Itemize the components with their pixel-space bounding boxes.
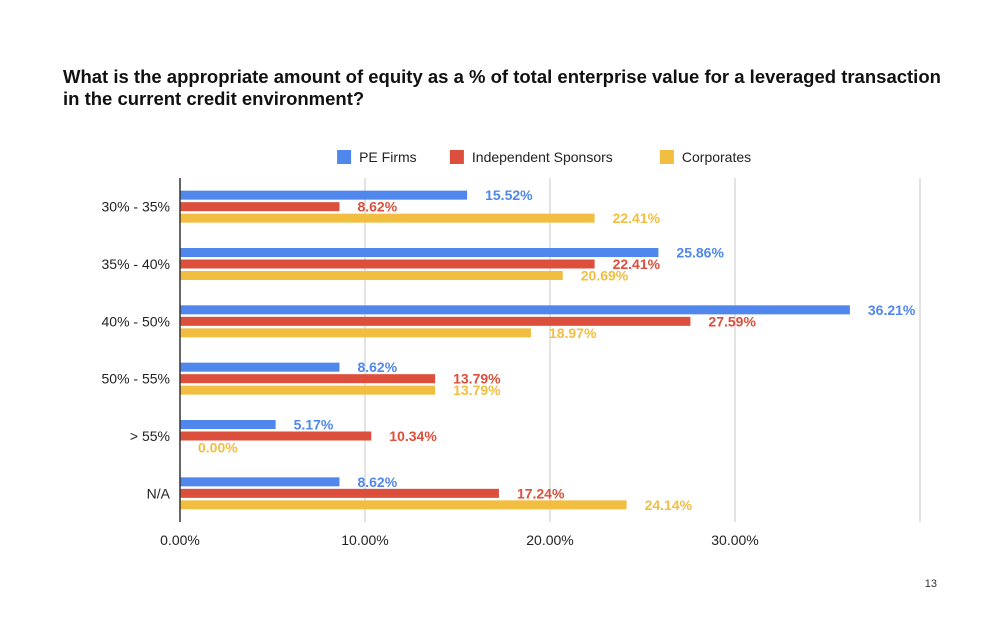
page-number: 13 [924,578,937,590]
category-label-3: 50% - 55% [102,371,170,387]
bar-1-5 [180,488,499,498]
bar-1-0 [180,202,340,212]
legend-swatch-0 [337,150,352,164]
bar-0-0 [180,190,468,200]
data-label-1-4: 10.34% [389,428,437,444]
bar-2-5 [180,500,627,510]
bar-2-3 [180,385,436,395]
data-label-2-3: 13.79% [453,382,501,398]
bar-2-1 [180,271,563,280]
data-label-0-1: 25.86% [676,245,724,261]
data-label-0-3: 8.62% [357,359,397,375]
category-label-2: 40% - 50% [102,313,170,329]
data-label-0-4: 5.17% [294,417,334,433]
category-label-1: 35% - 40% [102,256,170,272]
legend-label-0: PE Firms [359,149,417,165]
data-labels: 15.52%8.62%22.41%25.86%22.41%20.69%36.21… [198,187,916,513]
bar-0-3 [180,362,340,372]
legend-swatch-1 [449,150,464,164]
legend-swatch-2 [659,150,674,164]
bar-2-0 [180,213,595,223]
data-label-0-5: 8.62% [357,474,397,490]
bar-0-1 [180,248,659,257]
category-label-5: N/A [147,485,171,501]
data-label-1-5: 17.24% [517,485,565,501]
bar-1-4 [180,431,372,441]
data-label-2-5: 24.14% [645,497,693,513]
bar-1-2 [180,316,691,326]
bar-1-1 [180,259,595,269]
data-label-1-0: 8.62% [357,199,397,215]
data-label-0-2: 36.21% [868,302,916,318]
data-label-1-3: 13.79% [453,371,501,387]
data-label-0-0: 15.52% [485,187,533,203]
bar-2-2 [180,328,531,338]
legend-label-2: Corporates [682,149,751,165]
bar-1-3 [180,374,436,384]
x-tick-label-2: 20.00% [526,532,573,548]
bar-0-4 [180,420,276,429]
bar-0-2 [180,305,850,315]
data-label-1-2: 27.59% [708,313,756,329]
category-labels: 30% - 35% 35% - 40% 40% - 50% 50% - 55% > 55… [102,199,171,502]
legend-label-1: Independent Sponsors [472,149,613,165]
bars [180,190,850,510]
data-label-2-2: 18.97% [549,325,597,341]
x-tick-label-3: 30.00% [711,532,758,548]
chart-title: What is the appropriate amount of equity… [63,66,941,109]
category-label-0: 30% - 35% [102,199,170,215]
category-label-4: > 55% [130,428,170,444]
x-tick-label-0: 0.00% [160,532,200,548]
data-label-2-4: 0.00% [198,440,238,456]
gridlines [364,178,921,522]
data-label-2-1: 20.69% [581,268,629,284]
x-tick-label-1: 10.00% [341,532,388,548]
data-label-2-0: 22.41% [613,210,661,226]
bar-0-5 [180,477,340,487]
legend: PE Firms Independent Sponsors Corporates [337,149,751,165]
x-tick-labels: 0.00% 10.00% 20.00% 30.00% [160,532,759,548]
data-label-1-1: 22.41% [613,256,661,272]
